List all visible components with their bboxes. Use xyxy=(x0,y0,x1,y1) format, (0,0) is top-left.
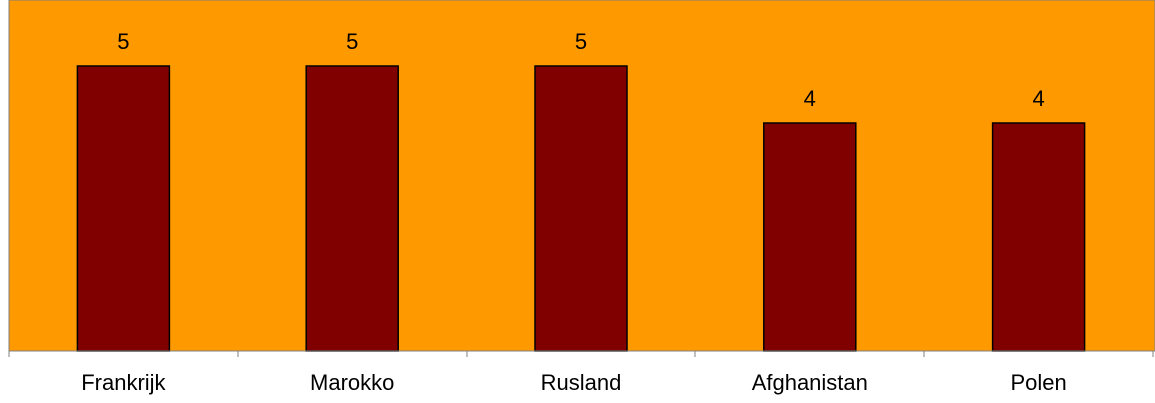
data-label-afghanistan: 4 xyxy=(804,86,816,111)
bar-afghanistan xyxy=(763,122,857,352)
bars-group xyxy=(76,65,1086,352)
tick-label-frankrijk: Frankrijk xyxy=(81,370,166,395)
data-labels-group: 5 5 5 4 4 xyxy=(117,29,1044,111)
x-axis-tick-labels: Frankrijk Marokko Rusland Afghanistan Polen xyxy=(81,370,1067,395)
bar-frankrijk xyxy=(76,65,171,352)
bar-polen xyxy=(991,122,1086,352)
tick-label-polen: Polen xyxy=(1010,370,1066,395)
data-label-marokko: 5 xyxy=(346,29,358,54)
tick-label-marokko: Marokko xyxy=(310,370,394,395)
x-axis-ticks xyxy=(8,351,1154,357)
data-label-rusland: 5 xyxy=(575,29,587,54)
tick-label-afghanistan: Afghanistan xyxy=(752,370,868,395)
data-label-frankrijk: 5 xyxy=(117,29,129,54)
tick-label-rusland: Rusland xyxy=(541,370,622,395)
data-label-polen: 4 xyxy=(1032,86,1044,111)
bar-rusland xyxy=(534,65,628,352)
bar-marokko xyxy=(305,65,399,352)
